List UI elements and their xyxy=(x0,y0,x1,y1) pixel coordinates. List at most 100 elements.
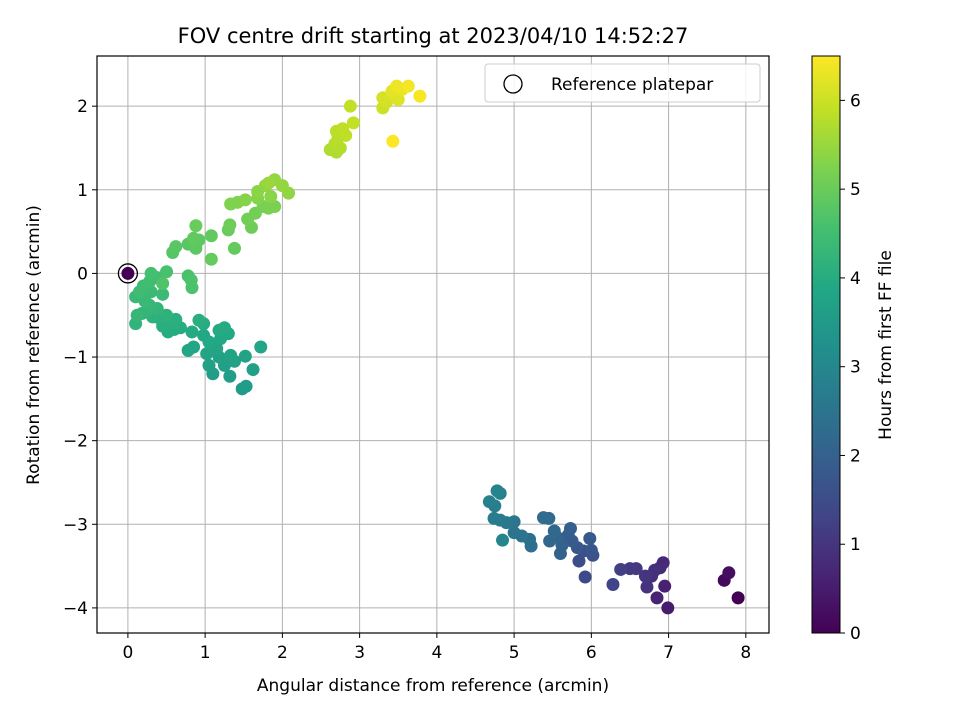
reference-point xyxy=(121,266,135,280)
reference-marker xyxy=(117,263,139,284)
scatter-point xyxy=(202,358,216,372)
scatter-point xyxy=(264,189,278,203)
x-tick-label: 3 xyxy=(354,643,365,663)
colorbar-tick-label: 2 xyxy=(850,446,861,466)
y-axis-label: Rotation from reference (arcmin) xyxy=(24,205,44,485)
colorbar-tick-label: 1 xyxy=(850,535,861,555)
scatter-point xyxy=(346,116,360,130)
scatter-point xyxy=(606,577,620,591)
scatter-point xyxy=(239,379,253,393)
x-tick-label: 4 xyxy=(431,643,442,663)
scatter-point xyxy=(547,524,561,538)
scatter-point xyxy=(661,601,675,615)
y-tick-label: 2 xyxy=(77,97,88,117)
scatter-point xyxy=(238,349,252,363)
scatter-point xyxy=(376,91,390,105)
scatter-point xyxy=(648,563,662,577)
scatter-point xyxy=(197,328,211,342)
scatter-point xyxy=(185,281,199,295)
scatter-point xyxy=(413,89,427,103)
x-axis-ticks: 0 1 2 3 4 5 6 7 8 xyxy=(122,633,751,663)
legend-box xyxy=(484,63,761,103)
scatter-point xyxy=(156,287,170,301)
scatter-point xyxy=(169,240,183,254)
scatter-point xyxy=(246,363,260,377)
colorbar-tick-label: 0 xyxy=(850,624,861,644)
scatter-point xyxy=(578,570,592,584)
colorbar-tick-label: 5 xyxy=(850,180,861,200)
scatter-point xyxy=(401,79,415,93)
scatter-point xyxy=(160,308,174,322)
scatter-point xyxy=(487,511,501,525)
x-tick-label: 6 xyxy=(586,643,597,663)
scatter-point xyxy=(572,554,586,568)
scatter-point xyxy=(482,495,496,509)
y-axis-ticks: −4 −3 −2 −1 0 1 2 xyxy=(63,97,97,619)
scatter-point xyxy=(144,266,158,280)
scatter-point xyxy=(261,176,275,190)
y-tick-label: −2 xyxy=(63,432,88,452)
scatter-point xyxy=(584,543,598,557)
colorbar-tick-label: 4 xyxy=(850,269,861,289)
chart-title: FOV centre drift starting at 2023/04/10 … xyxy=(178,24,689,48)
scatter-point xyxy=(223,369,237,383)
reference-ring xyxy=(117,263,139,284)
colorbar-tick-label: 3 xyxy=(850,358,861,378)
legend-marker-icon xyxy=(503,74,523,94)
scatter-point xyxy=(217,321,231,335)
scatter-point xyxy=(490,484,504,498)
colorbar-tick-label: 6 xyxy=(850,91,861,111)
scatter-point xyxy=(496,533,510,547)
scatter-point xyxy=(553,547,567,561)
colorbar-ticks: 0 1 2 3 4 5 6 xyxy=(840,91,861,644)
legend: Reference platepar xyxy=(484,63,761,103)
scatter-point xyxy=(130,308,144,322)
x-tick-label: 2 xyxy=(277,643,288,663)
scatter-point xyxy=(336,122,350,136)
y-tick-label: −4 xyxy=(63,599,88,619)
scatter-point xyxy=(638,569,652,583)
grid-lines xyxy=(97,56,769,633)
scatter-point xyxy=(224,348,238,362)
scatter-point xyxy=(343,99,357,113)
scatter-point xyxy=(187,340,201,354)
plot-frame xyxy=(96,55,770,634)
scatter-point xyxy=(238,193,252,207)
scatter-points xyxy=(129,79,745,615)
scatter-point xyxy=(386,134,400,148)
scatter-point xyxy=(583,532,597,546)
colorbar-gradient xyxy=(811,55,841,634)
y-tick-label: 1 xyxy=(77,181,88,201)
x-tick-label: 8 xyxy=(740,643,751,663)
scatter-point xyxy=(189,219,203,233)
scatter-point xyxy=(640,580,654,594)
x-axis-label: Angular distance from reference (arcmin) xyxy=(257,676,609,696)
scatter-point xyxy=(507,526,521,540)
scatter-point xyxy=(204,229,218,243)
x-tick-label: 5 xyxy=(509,643,520,663)
y-tick-label: −3 xyxy=(63,515,88,535)
x-tick-label: 1 xyxy=(200,643,211,663)
scatter-point xyxy=(731,591,745,605)
scatter-point xyxy=(156,276,170,290)
scatter-point xyxy=(650,591,664,605)
colorbar: 0 1 2 3 4 5 6 Hours from first FF file xyxy=(811,55,896,644)
scatter-point xyxy=(227,241,241,255)
scatter-point xyxy=(268,200,282,214)
scatter-point xyxy=(185,325,199,339)
colorbar-label: Hours from first FF file xyxy=(876,250,896,440)
x-tick-label: 0 xyxy=(122,643,133,663)
scatter-point xyxy=(254,340,268,354)
scatter-point xyxy=(536,511,550,525)
y-tick-label: 0 xyxy=(77,264,88,284)
scatter-point xyxy=(563,521,577,535)
x-tick-label: 7 xyxy=(663,643,674,663)
scatter-point xyxy=(160,265,174,279)
scatter-point xyxy=(614,562,628,576)
scatter-point xyxy=(722,566,736,580)
scatter-point xyxy=(543,534,557,548)
scatter-point xyxy=(187,231,201,245)
legend-label: Reference platepar xyxy=(551,75,713,95)
scatter-point xyxy=(223,218,237,232)
